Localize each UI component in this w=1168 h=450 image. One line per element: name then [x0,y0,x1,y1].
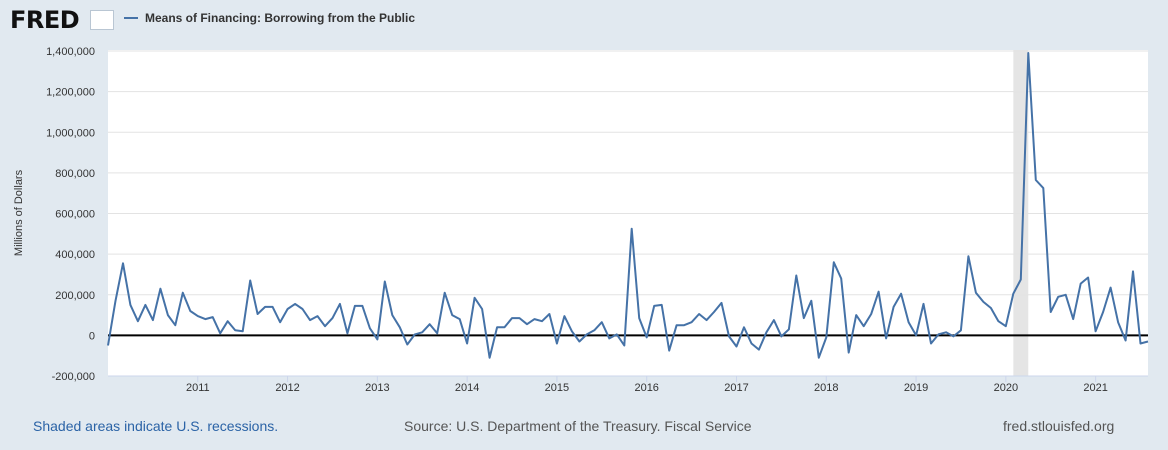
legend: Means of Financing: Borrowing from the P… [124,11,415,25]
legend-label: Means of Financing: Borrowing from the P… [145,11,416,25]
source-text: Source: U.S. Department of the Treasury.… [404,418,752,434]
x-tick-label: 2013 [365,382,389,394]
x-tick-label: 2015 [545,382,569,394]
fred-graph-icon [90,10,114,30]
x-tick-label: 2011 [186,382,210,394]
x-tick-label: 2018 [814,382,838,394]
y-tick-label: 800,000 [55,168,95,180]
x-tick-label: 2020 [994,382,1018,394]
fred-logo[interactable]: FRED [10,6,80,34]
site-link[interactable]: fred.stlouisfed.org [1003,418,1115,434]
series-line [107,52,1149,359]
y-tick-label: 1,000,000 [46,127,95,139]
y-tick-label: 0 [89,330,95,342]
x-tick-label: 2017 [724,382,748,394]
y-tick-label: 1,400,000 [46,46,95,58]
x-tick-label: 2012 [275,382,299,394]
x-tick-label: 2021 [1083,382,1107,394]
recession-note-link[interactable]: Shaded areas indicate U.S. recessions. [33,418,279,434]
x-tick-label: 2019 [904,382,928,394]
y-tick-label: 600,000 [55,209,95,221]
x-tick-label: 2016 [634,382,658,394]
y-axis-title: Millions of Dollars [13,169,25,256]
legend-swatch [124,17,138,19]
y-tick-label: 200,000 [55,290,95,302]
x-tick-label: 2014 [455,382,479,394]
y-tick-label: -200,000 [52,371,95,383]
y-tick-label: 1,200,000 [46,87,95,99]
y-tick-label: 400,000 [55,249,95,261]
